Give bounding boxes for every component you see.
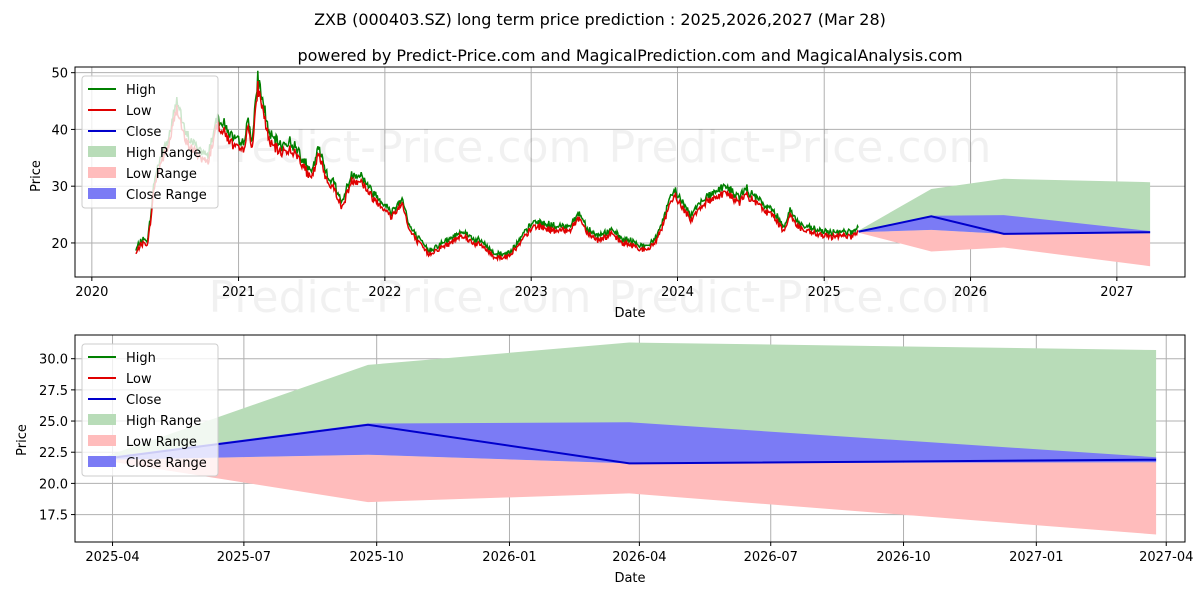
close-range-band [858, 215, 1151, 234]
legend-entry-label: Low Range [126, 435, 197, 450]
forecast-plot-frame [74, 334, 1186, 543]
legend-swatch-patch [88, 167, 116, 178]
legend-entry-label: Close Range [126, 456, 207, 471]
main-plot-frame [74, 66, 1186, 278]
main-legend: High Low Close High Range Low Range Close Ran… [81, 75, 219, 209]
y-tick-label: 30.0 [39, 353, 68, 368]
y-tick-label: 20.0 [39, 477, 68, 492]
legend-entry-label: Close Range [126, 188, 207, 203]
y-tick-label: 50 [51, 67, 68, 82]
chart-subtitle: powered by Predict-Price.com and Magical… [297, 46, 962, 65]
watermark-2: Predict-Price.com [609, 122, 992, 173]
x-tick-label: 2026-04 [612, 550, 666, 565]
legend-swatch-patch [88, 188, 116, 199]
x-tick-label: 2027-04 [1139, 550, 1193, 565]
x-tick-label: 2024 [661, 285, 694, 300]
legend-entry-label: Low [126, 104, 152, 119]
legend-entry-label: Close [126, 125, 161, 140]
main-axis-ticks: 2020 2021 2022 2023 2024 2025 2026 2027 20 30 40 50 [51, 67, 1133, 300]
y-tick-label: 30 [51, 180, 68, 195]
y-tick-label: 40 [51, 123, 68, 138]
x-tick-label: 2026-10 [876, 550, 930, 565]
close-range-band [106, 422, 1157, 464]
forecast-panel: Predict-Price.com Predict-Price.com 2025… [15, 334, 1193, 586]
x-tick-label: 2026 [954, 285, 987, 300]
legend-entry-label: High Range [126, 414, 201, 429]
watermark-3: Predict-Price.com [209, 272, 592, 323]
low-price-line [135, 80, 859, 263]
close-forecast-line [858, 215, 1151, 235]
legend-swatch-patch [88, 414, 116, 425]
x-tick-label: 2025 [808, 285, 841, 300]
main-y-axis-label: Price [29, 160, 44, 192]
low-range-band [858, 229, 1151, 267]
legend-swatch-patch [88, 146, 116, 157]
chart-title: ZXB (000403.SZ) long term price predicti… [314, 10, 886, 29]
x-tick-label: 2026-01 [482, 550, 536, 565]
x-tick-label: 2023 [515, 285, 548, 300]
y-tick-label: 17.5 [39, 509, 68, 524]
legend-entry-label: Low [126, 372, 152, 387]
main-x-axis-label: Date [614, 306, 645, 321]
main-series [135, 70, 1151, 267]
x-tick-label: 2026-07 [744, 550, 798, 565]
legend-swatch-patch [88, 456, 116, 467]
x-tick-label: 2020 [75, 285, 108, 300]
low-range-band [106, 454, 1157, 535]
main-price-panel: Predict-Price.com Predict-Price.com Pred… [29, 66, 1186, 323]
x-tick-label: 2021 [222, 285, 255, 300]
y-tick-label: 20 [51, 237, 68, 252]
legend-entry-label: Low Range [126, 167, 197, 182]
x-tick-label: 2025-07 [217, 550, 271, 565]
x-tick-label: 2025-10 [350, 550, 404, 565]
legend-swatch-patch [88, 435, 116, 446]
x-tick-label: 2022 [368, 285, 401, 300]
legend-entry-label: High Range [126, 146, 201, 161]
x-tick-label: 2027-01 [1009, 550, 1063, 565]
x-tick-label: 2027 [1100, 285, 1133, 300]
close-forecast-line [106, 423, 1157, 465]
forecast-y-axis-label: Price [15, 424, 30, 456]
legend-entry-label: High [126, 351, 156, 366]
forecast-legend: High Low Close High Range Low Range Close Ran… [81, 343, 219, 477]
y-tick-label: 27.5 [39, 384, 68, 399]
forecast-series [106, 342, 1157, 535]
legend-entry-label: High [126, 83, 156, 98]
x-tick-label: 2025-04 [85, 550, 139, 565]
watermark-1: Predict-Price.com [209, 122, 592, 173]
high-price-line [135, 70, 859, 259]
forecast-axis-ticks: 2025-04 2025-07 2025-10 2026-01 2026-04 2026-… [39, 353, 1193, 565]
legend-entry-label: Close [126, 393, 161, 408]
watermark-4: Predict-Price.com [609, 272, 992, 323]
forecast-x-axis-label: Date [614, 571, 645, 586]
y-tick-label: 22.5 [39, 446, 68, 461]
y-tick-label: 25.0 [39, 415, 68, 430]
